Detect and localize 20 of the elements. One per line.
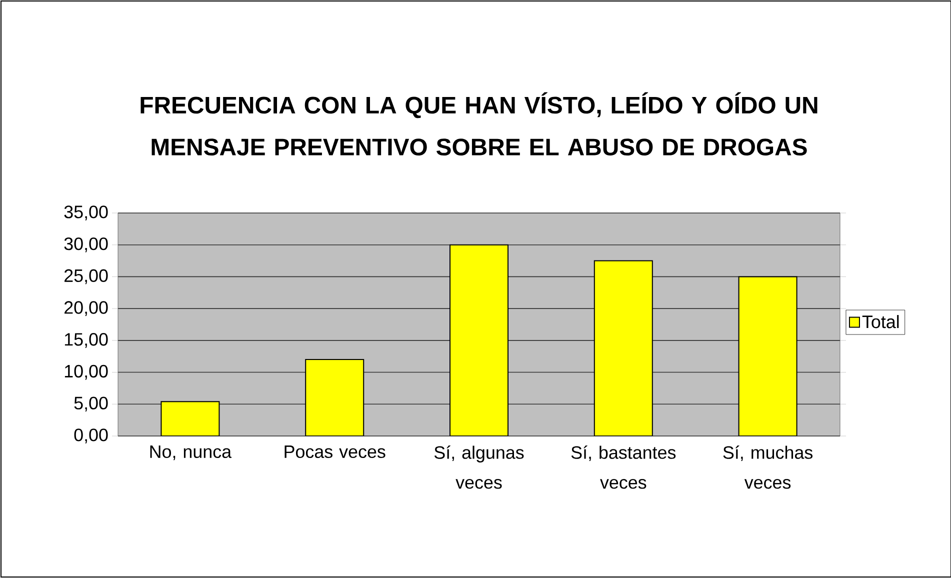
- chart-title: FRECUENCIA CON LA QUE HAN VÍSTO, LEÍDO Y OÍDO UN MENSAJE PREVENTIVO SOBRE EL ABUSO DE DROGAS: [140, 92, 818, 156]
- x-tick-label: Sí, muchas veces: [723, 446, 813, 489]
- y-tick-label: 5,00: [74, 396, 108, 412]
- y-tick-label: 0,00: [74, 428, 108, 444]
- bar: [305, 359, 364, 436]
- bar: [160, 401, 220, 436]
- bar: [450, 244, 509, 436]
- y-tick-label: 15,00: [64, 333, 108, 348]
- x-tick-label: No, nunca: [150, 446, 232, 460]
- y-tick-label: 20,00: [64, 301, 108, 316]
- bar: [738, 276, 798, 436]
- y-tick-label: 30,00: [64, 237, 108, 252]
- x-tick-label: Sí, algunas veces: [434, 446, 524, 489]
- x-tick-label: Pocas veces: [284, 446, 386, 458]
- y-tick-label: 35,00: [64, 206, 108, 220]
- bar: [594, 260, 653, 436]
- y-tick-label: 25,00: [64, 269, 108, 284]
- legend-label: Total: [862, 315, 899, 328]
- x-tick-label: Sí, bastantes veces: [571, 446, 676, 489]
- y-tick-label: 10,00: [64, 364, 108, 380]
